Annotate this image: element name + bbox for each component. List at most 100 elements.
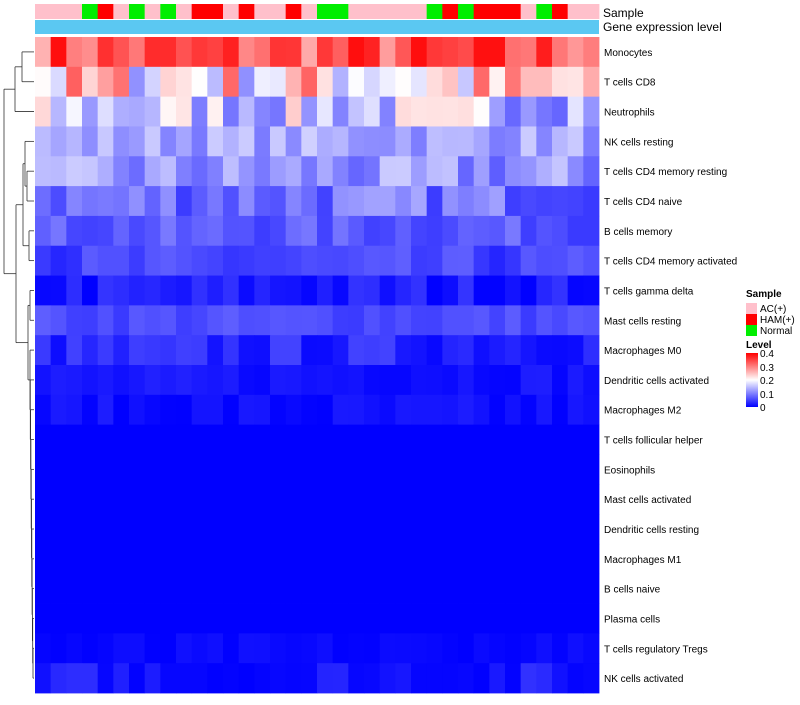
heatmap-cell	[458, 335, 475, 366]
heatmap-cell	[160, 543, 177, 575]
heatmap-cell	[348, 543, 365, 575]
heatmap-cell	[489, 156, 506, 187]
heatmap-cell	[317, 543, 334, 575]
heatmap-cell	[505, 603, 522, 634]
heatmap-cell	[285, 275, 302, 306]
heatmap-cell	[458, 245, 475, 276]
heatmap-cell	[270, 633, 287, 664]
heatmap-cell	[176, 37, 193, 68]
heatmap-cell	[160, 37, 177, 68]
heatmap-cell	[113, 66, 130, 98]
heatmap-cell	[160, 663, 177, 694]
heatmap-cell	[176, 66, 193, 98]
heatmap-cell	[395, 37, 412, 68]
heatmap-cell	[505, 424, 522, 455]
heatmap-cell	[536, 603, 553, 634]
heatmap-cell	[364, 37, 381, 68]
heatmap-cell	[82, 514, 99, 545]
heatmap-cell	[332, 394, 349, 426]
heatmap-cell	[144, 484, 161, 515]
heatmap-cell	[207, 424, 224, 455]
heatmap-cell	[583, 245, 600, 276]
heatmap-cell	[364, 394, 381, 426]
heatmap-cell	[160, 424, 177, 455]
heatmap-cell	[207, 245, 224, 276]
heatmap-cell	[270, 514, 287, 545]
heatmap-cell	[583, 156, 600, 187]
heatmap-cell	[552, 663, 569, 694]
row-label: T cells CD4 memory activated	[604, 257, 737, 268]
heatmap-cell	[191, 245, 208, 276]
heatmap-cell	[552, 424, 569, 455]
heatmap-cell	[505, 96, 522, 127]
heatmap-cell	[536, 215, 553, 247]
heatmap-cell	[191, 424, 208, 455]
heatmap-cell	[458, 215, 475, 247]
sample-annotation-cell	[144, 4, 161, 19]
heatmap-cell	[379, 663, 396, 694]
heatmap-cell	[129, 573, 146, 604]
heatmap-cell	[66, 365, 83, 396]
heatmap-cell	[552, 96, 569, 127]
heatmap-cell	[66, 215, 83, 247]
sample-annotation-cell	[567, 4, 584, 19]
heatmap-cell	[489, 424, 506, 455]
heatmap-cell	[348, 305, 365, 336]
heatmap-cell	[505, 156, 522, 187]
heatmap-cell	[520, 454, 537, 485]
heatmap-cell	[332, 245, 349, 276]
heatmap-cell	[97, 365, 114, 396]
heatmap-cell	[536, 365, 553, 396]
heatmap-cell	[552, 603, 569, 634]
heatmap-cell	[583, 663, 600, 694]
heatmap-cell	[144, 543, 161, 575]
heatmap-cell	[489, 275, 506, 306]
heatmap-cell	[364, 543, 381, 575]
heatmap-cell	[332, 126, 349, 157]
heatmap-cell	[473, 215, 490, 247]
heatmap-cell	[301, 275, 318, 306]
heatmap-cell	[458, 66, 475, 98]
heatmap-cell	[223, 156, 240, 187]
heatmap-cell	[270, 573, 287, 604]
sample-annotation-cell	[332, 4, 349, 19]
heatmap-cell	[489, 335, 506, 366]
heatmap-cell	[176, 663, 193, 694]
heatmap-cell	[66, 603, 83, 634]
heatmap-cell	[364, 454, 381, 485]
heatmap-cell	[254, 543, 271, 575]
heatmap-cell	[82, 394, 99, 426]
heatmap-cell	[144, 394, 161, 426]
heatmap-cell	[583, 454, 600, 485]
heatmap-cell	[379, 156, 396, 187]
heatmap-cell	[317, 424, 334, 455]
heatmap-cell	[254, 96, 271, 127]
sample-annotation-cell	[317, 4, 334, 19]
heatmap-cell	[50, 365, 67, 396]
sample-annotation-cell	[536, 4, 553, 19]
heatmap-cell	[270, 424, 287, 455]
sample-annotation-cell	[97, 4, 114, 19]
heatmap-cell	[317, 663, 334, 694]
heatmap-cell	[348, 215, 365, 247]
heatmap-cell	[458, 156, 475, 187]
heatmap-cell	[426, 245, 443, 276]
heatmap-cell	[191, 603, 208, 634]
row-label: T cells CD8	[604, 78, 656, 89]
heatmap-cell	[82, 275, 99, 306]
heatmap-cell	[301, 215, 318, 247]
heatmap-cell	[426, 573, 443, 604]
heatmap-cell	[442, 424, 459, 455]
heatmap-cell	[35, 514, 52, 545]
sample-annotation-cell	[520, 4, 537, 19]
heatmap-cell	[505, 663, 522, 694]
heatmap-cell	[285, 633, 302, 664]
heatmap-cell	[426, 484, 443, 515]
heatmap-cell	[66, 66, 83, 98]
heatmap-cell	[238, 603, 255, 634]
heatmap-cell	[583, 335, 600, 366]
heatmap-cell	[238, 454, 255, 485]
heatmap-cell	[97, 96, 114, 127]
legend-swatch-ac	[746, 303, 757, 314]
heatmap-cell	[223, 245, 240, 276]
